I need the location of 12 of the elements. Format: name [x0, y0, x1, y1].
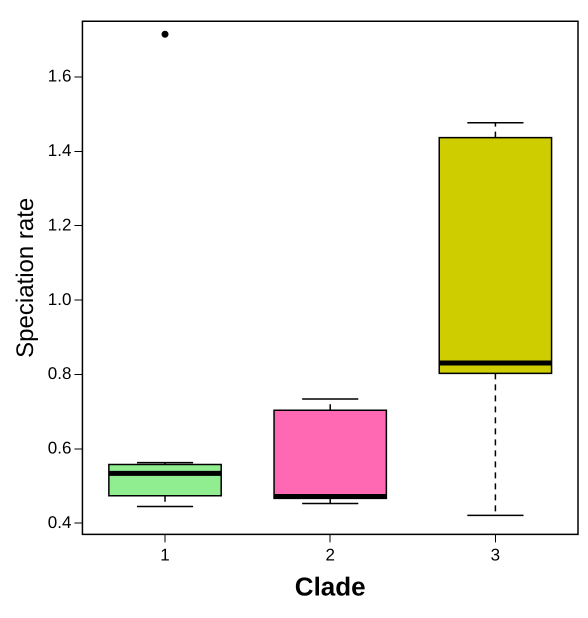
y-axis-title: Speciation rate [12, 198, 40, 358]
y-tick-label: 0.8 [48, 364, 72, 384]
y-tick-label: 1.2 [48, 215, 72, 234]
x-tick-label: 3 [490, 545, 500, 564]
x-axis-title: Clade [294, 572, 366, 602]
y-tick-label: 0.4 [48, 512, 72, 532]
y-tick-label: 1.4 [48, 141, 72, 160]
x-tick-label: 1 [160, 545, 170, 564]
y-tick-label: 1.0 [48, 290, 72, 309]
x-tick-label: 2 [325, 545, 335, 564]
y-tick-label: 1.6 [48, 66, 72, 86]
y-tick-label: 0.6 [48, 438, 72, 458]
